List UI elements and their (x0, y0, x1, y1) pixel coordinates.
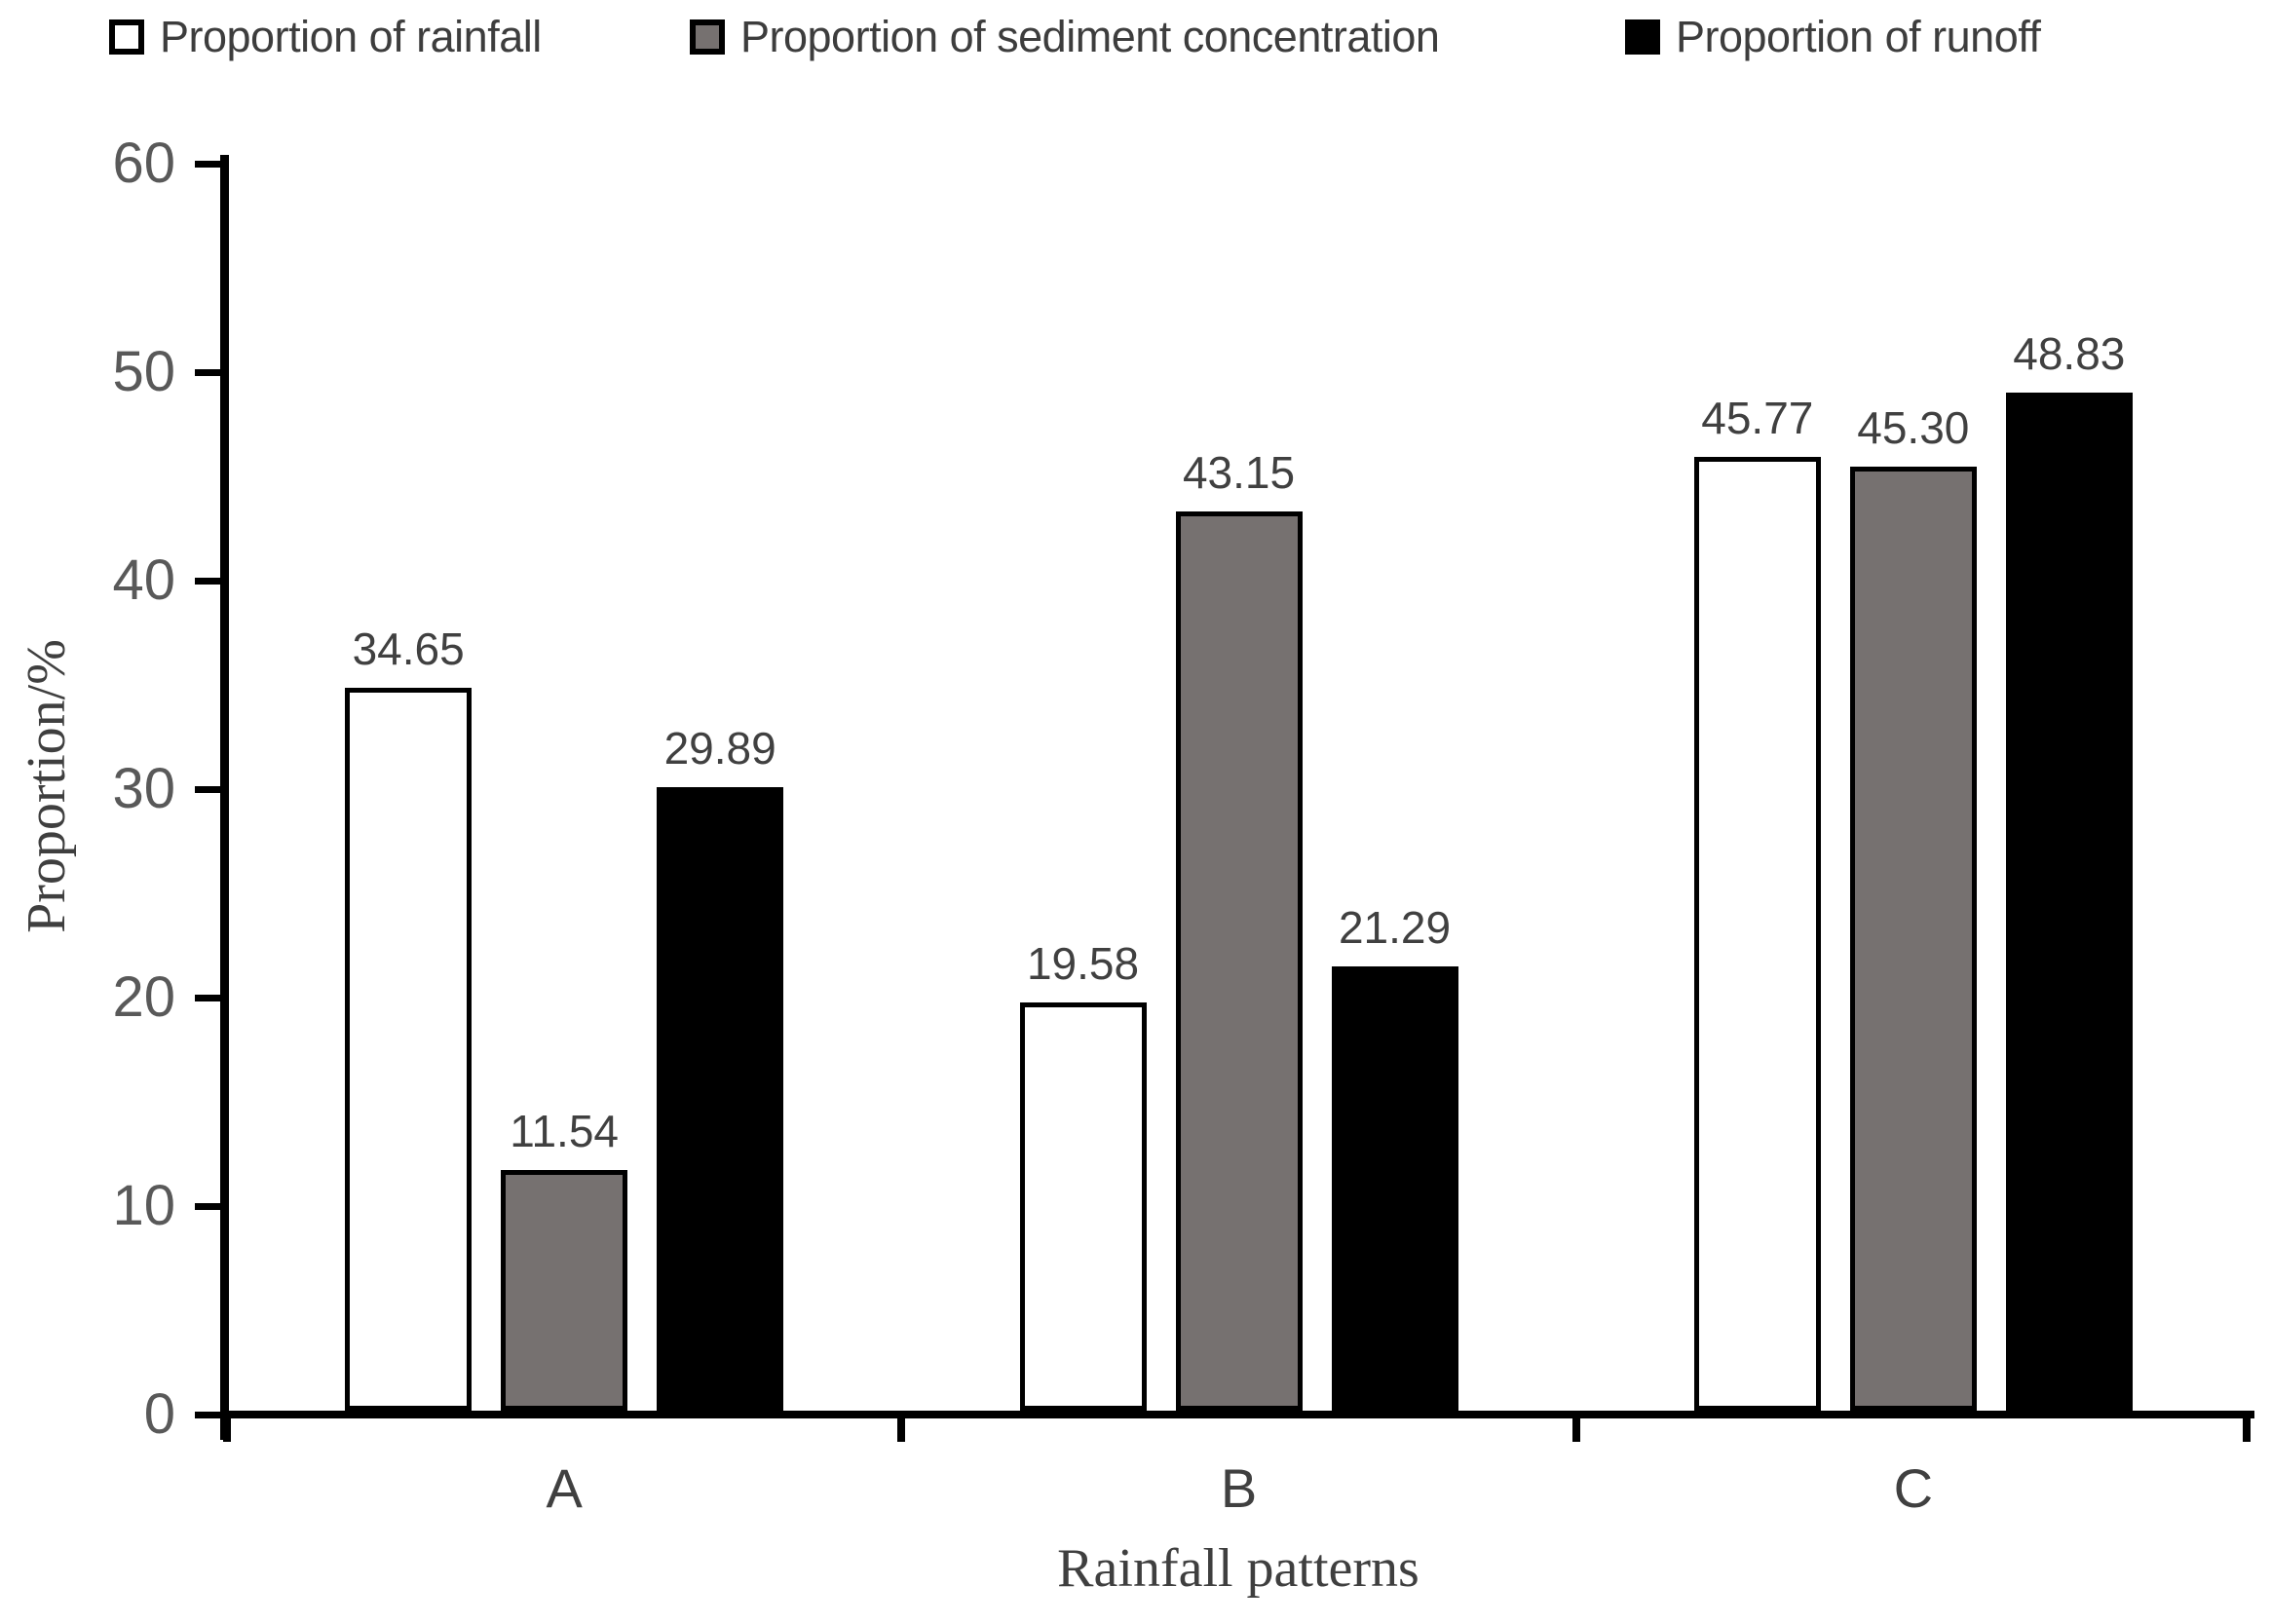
y-tick-20 (195, 995, 220, 1001)
x-axis-title: Rainfall patterns (1057, 1538, 1419, 1599)
legend-item-runoff: Proportion of runoff (1625, 6, 2041, 68)
legend-item-rainfall: Proportion of rainfall (109, 6, 542, 68)
y-tick-0 (195, 1412, 220, 1418)
legend-swatch-rainfall (109, 19, 144, 55)
bar-B-series2 (1331, 966, 1458, 1411)
y-tick-label-20: 20 (112, 965, 175, 1029)
bar-C-series0 (1693, 457, 1821, 1411)
bar-A-series2 (657, 787, 784, 1411)
bar-B-series0 (1019, 1002, 1147, 1411)
bar-value-label-B-series2: 21.29 (1338, 902, 1452, 953)
bar-value-label-C-series1: 45.30 (1857, 402, 1970, 453)
bar-A-series0 (345, 688, 473, 1411)
legend-swatch-sediment-concentration (690, 19, 725, 55)
y-tick-label-40: 40 (112, 548, 175, 612)
bar-value-label-B-series1: 43.15 (1182, 447, 1296, 498)
legend-swatch-runoff (1625, 19, 1660, 55)
legend-label-rainfall: Proportion of rainfall (160, 12, 542, 61)
x-tick-0 (223, 1418, 231, 1442)
y-tick-label-0: 0 (143, 1382, 175, 1446)
bar-value-label-C-series0: 45.77 (1701, 393, 1814, 443)
legend-label-sediment-concentration: Proportion of sediment concentration (740, 12, 1440, 61)
bar-C-series2 (2005, 393, 2133, 1411)
x-axis-line (220, 1411, 2254, 1418)
bar-value-label-C-series2: 48.83 (2013, 328, 2126, 379)
x-tick-1 (897, 1418, 906, 1442)
y-tick-40 (195, 578, 220, 585)
y-tick-label-10: 10 (112, 1174, 175, 1237)
bar-C-series1 (1849, 467, 1977, 1411)
y-tick-label-60: 60 (112, 132, 175, 195)
bar-A-series1 (501, 1170, 628, 1411)
y-tick-30 (195, 786, 220, 793)
bar-value-label-A-series0: 34.65 (352, 623, 465, 674)
y-tick-60 (195, 161, 220, 168)
bar-B-series1 (1175, 511, 1303, 1411)
bar-value-label-A-series2: 29.89 (663, 723, 776, 774)
y-tick-label-50: 50 (112, 340, 175, 403)
y-tick-label-30: 30 (112, 757, 175, 820)
y-tick-10 (195, 1203, 220, 1210)
legend-label-runoff: Proportion of runoff (1676, 12, 2041, 61)
category-label-B: B (1220, 1457, 1258, 1519)
bar-value-label-B-series0: 19.58 (1026, 938, 1140, 989)
category-label-C: C (1893, 1457, 1934, 1519)
y-axis-line (220, 155, 229, 1440)
y-tick-50 (195, 369, 220, 376)
category-label-A: A (546, 1457, 583, 1519)
x-tick-3 (2243, 1418, 2251, 1442)
bar-value-label-A-series1: 11.54 (510, 1106, 619, 1156)
legend-item-sediment-concentration: Proportion of sediment concentration (690, 6, 1440, 68)
x-tick-2 (1571, 1418, 1580, 1442)
